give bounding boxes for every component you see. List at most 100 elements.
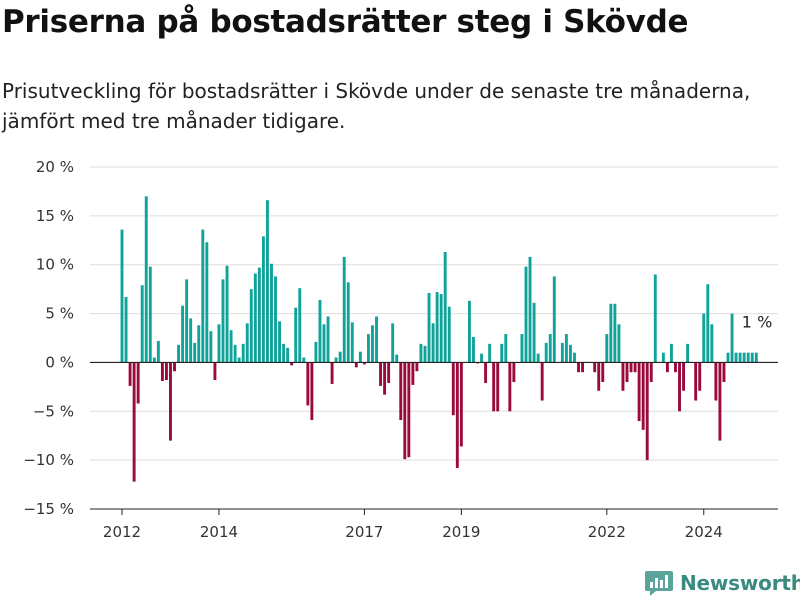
y-tick-label: 20 % [36, 158, 74, 176]
bar [722, 362, 726, 382]
y-tick-label: 10 % [36, 256, 74, 274]
bar [718, 362, 722, 441]
bar [455, 362, 459, 468]
bar [496, 362, 500, 412]
bar [136, 362, 140, 404]
x-tick-label: 2022 [588, 523, 626, 541]
bar [726, 352, 730, 363]
x-tick-label: 2024 [685, 523, 723, 541]
bar [415, 362, 419, 372]
bar [548, 334, 552, 363]
bar [508, 362, 512, 412]
bar [694, 362, 698, 401]
bar [189, 318, 193, 363]
bar [181, 305, 185, 363]
y-tick-label: 5 % [45, 305, 74, 323]
bar [290, 362, 294, 366]
bar [738, 352, 742, 363]
bar [261, 236, 265, 363]
y-tick-label: −5 % [33, 402, 74, 420]
bar [754, 352, 758, 363]
bar [520, 334, 524, 363]
bar [185, 279, 189, 363]
bar [152, 357, 156, 363]
bar [286, 347, 290, 363]
bar [148, 266, 152, 363]
x-tick-label: 2019 [442, 523, 480, 541]
bar [177, 344, 181, 363]
bar [593, 362, 597, 373]
y-tick-label: 0 % [45, 353, 74, 371]
bar [698, 362, 702, 391]
bar [730, 313, 734, 363]
annotations: 1 % [742, 313, 772, 332]
bar [649, 362, 653, 382]
bar [160, 362, 164, 381]
bar [197, 325, 201, 363]
bar [661, 352, 665, 363]
bar [629, 362, 633, 373]
bar [459, 362, 463, 447]
bar [132, 362, 136, 482]
bar [366, 334, 370, 363]
bar [573, 352, 576, 363]
bar [265, 200, 269, 363]
bar [391, 323, 395, 363]
bar [399, 362, 403, 421]
bar [411, 362, 415, 385]
bar [734, 352, 738, 363]
bar [403, 362, 407, 460]
bar [156, 340, 160, 363]
bar [625, 362, 629, 382]
bar [431, 323, 435, 363]
bar [472, 337, 475, 363]
bar [488, 343, 492, 363]
bar [633, 362, 637, 373]
bar [334, 357, 338, 363]
bar [500, 343, 504, 363]
bar [298, 288, 302, 363]
bar [645, 362, 649, 461]
bar [371, 325, 374, 363]
bar [270, 263, 273, 363]
bar [528, 256, 532, 363]
bar [164, 362, 168, 381]
bar [237, 357, 241, 363]
bar [419, 343, 423, 363]
bar [423, 345, 427, 363]
bar [326, 316, 330, 363]
bar [544, 342, 548, 363]
bar [362, 362, 366, 365]
bar [581, 362, 585, 373]
bar [318, 299, 322, 363]
bar [637, 362, 641, 422]
bar [302, 357, 306, 363]
bar [512, 362, 516, 382]
y-tick-label: 15 % [36, 207, 74, 225]
bars [120, 196, 758, 482]
bar [467, 300, 471, 363]
bar [229, 330, 233, 363]
bar [706, 284, 710, 363]
bar [451, 362, 455, 416]
bar [577, 362, 580, 373]
bar [306, 362, 310, 406]
bar [241, 343, 245, 363]
bar [253, 273, 257, 363]
bar [597, 362, 601, 391]
bar [201, 229, 205, 363]
bar [205, 242, 209, 363]
bar [435, 292, 439, 363]
bar [294, 307, 298, 363]
grid-lines [90, 166, 778, 510]
x-tick-label: 2014 [200, 523, 238, 541]
bar [564, 334, 568, 363]
bar [714, 362, 718, 401]
bar [169, 362, 172, 441]
bar [601, 362, 605, 382]
bar [682, 362, 686, 391]
bar [536, 353, 540, 363]
bar [443, 252, 447, 363]
bar [742, 352, 746, 363]
bar [653, 274, 657, 363]
